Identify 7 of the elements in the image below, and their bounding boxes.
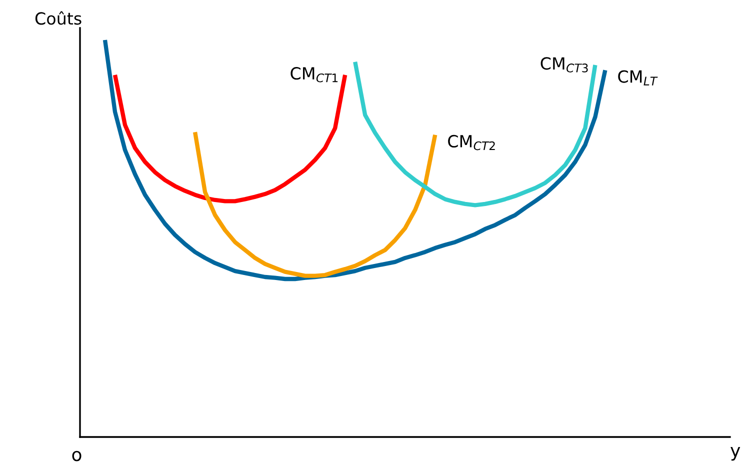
y-axis-title: Coûts bbox=[35, 11, 82, 25]
series-label: CM$_{CT2}$ bbox=[448, 134, 495, 150]
text: y bbox=[730, 446, 740, 461]
series-label: CM$_{LT}$ bbox=[618, 70, 658, 86]
series-label: CM$_{CT1}$ bbox=[290, 67, 338, 82]
text: o bbox=[72, 450, 82, 462]
series-label: CM$_{CT3}$ bbox=[540, 57, 588, 72]
